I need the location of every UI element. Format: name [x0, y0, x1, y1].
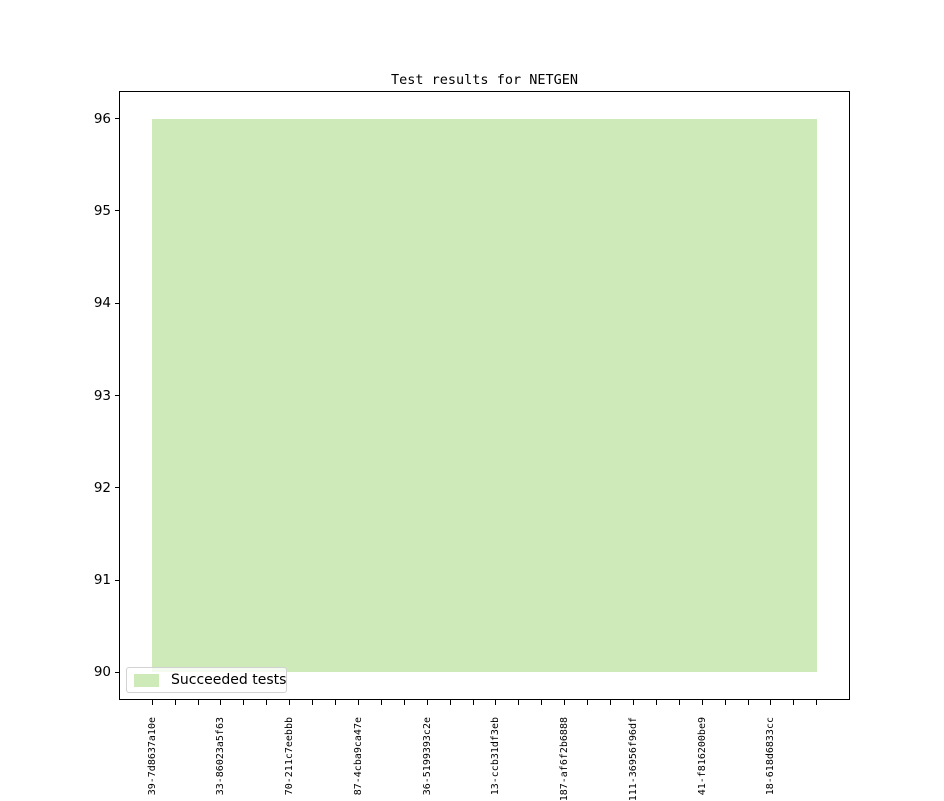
x-tick-mark — [816, 700, 818, 705]
x-tick-mark — [266, 700, 268, 705]
x-tick-mark — [472, 700, 474, 705]
x-tick-mark — [335, 700, 337, 705]
x-tick-label: 70-211c7eebbb — [284, 717, 296, 796]
x-tick-mark — [426, 700, 428, 705]
y-tick-mark — [115, 671, 119, 673]
x-tick-label: 39-7d8637a10e — [146, 717, 158, 796]
x-tick-mark — [770, 700, 772, 705]
y-tick-label: 91 — [93, 572, 111, 589]
x-tick-mark — [312, 700, 314, 705]
x-tick-mark — [564, 700, 566, 705]
x-tick-mark — [220, 700, 222, 705]
y-tick-mark — [115, 395, 119, 396]
chart-title: Test results for NETGEN — [391, 72, 578, 88]
y-tick-label: 94 — [93, 295, 111, 312]
x-tick-mark — [541, 700, 543, 705]
y-tick-mark — [115, 210, 119, 212]
y-tick-label: 90 — [93, 664, 111, 681]
x-tick-mark — [701, 700, 703, 705]
x-tick-mark — [655, 700, 657, 705]
x-tick-mark — [174, 700, 176, 705]
x-tick-mark — [793, 700, 795, 705]
axes-frame — [119, 91, 850, 700]
x-tick-mark — [724, 700, 726, 705]
succeeded-tests-area — [152, 118, 817, 673]
x-tick-label: 33-86023a5f63 — [215, 717, 227, 796]
x-tick-mark — [289, 700, 291, 705]
x-tick-label: 18-618d6833cc — [765, 717, 777, 796]
x-tick-label: 36-5199393c2e — [421, 717, 433, 796]
y-tick-mark — [115, 118, 119, 120]
legend-swatch — [134, 674, 159, 687]
y-tick-label: 96 — [93, 110, 111, 127]
x-tick-mark — [678, 700, 680, 705]
x-tick-mark — [380, 700, 382, 705]
x-tick-label: 41-f816200be9 — [696, 717, 708, 796]
x-tick-label: 13-ccb31df3eb — [490, 717, 502, 796]
x-tick-mark — [518, 700, 520, 705]
x-tick-mark — [449, 700, 451, 705]
y-tick-mark — [115, 302, 119, 304]
y-tick-label: 92 — [93, 479, 111, 496]
y-tick-label: 95 — [93, 202, 111, 219]
x-tick-mark — [151, 700, 153, 705]
y-tick-mark — [115, 487, 119, 489]
x-tick-mark — [403, 700, 405, 705]
x-tick-mark — [747, 700, 749, 705]
x-tick-mark — [587, 700, 589, 705]
x-tick-mark — [610, 700, 612, 705]
y-tick-mark — [115, 579, 119, 581]
x-tick-label: 87-4cba9ca47e — [352, 717, 364, 796]
x-tick-mark — [632, 700, 634, 705]
x-tick-mark — [357, 700, 359, 705]
legend: Succeeded tests — [126, 667, 287, 693]
legend-label: Succeeded tests — [171, 672, 287, 688]
x-tick-mark — [197, 700, 199, 705]
x-tick-mark — [243, 700, 245, 705]
y-tick-label: 93 — [93, 387, 111, 404]
x-tick-mark — [495, 700, 497, 705]
